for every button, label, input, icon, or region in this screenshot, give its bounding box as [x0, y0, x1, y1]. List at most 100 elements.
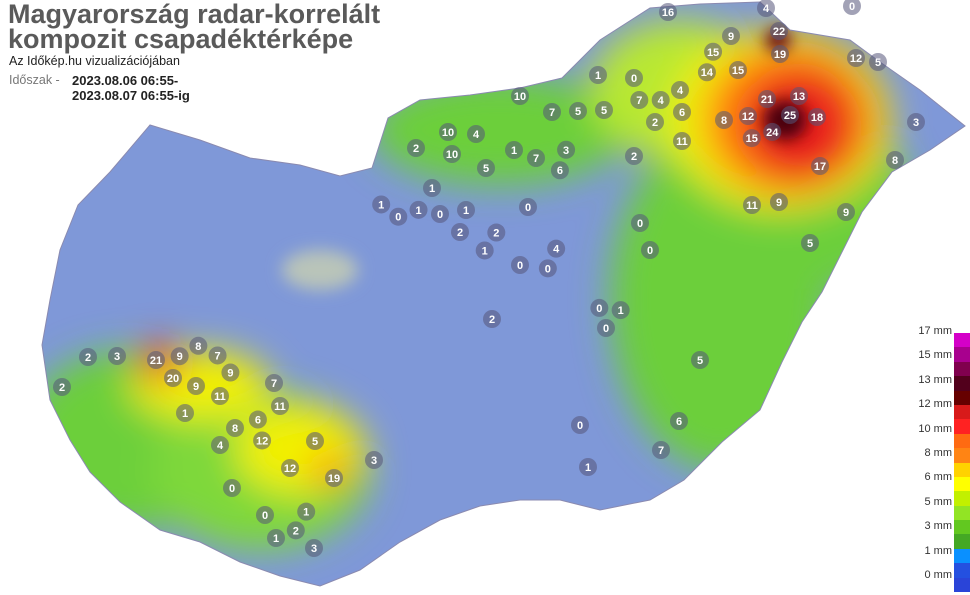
station-marker[interactable]: 13 — [790, 87, 808, 105]
station-marker[interactable]: 12 — [281, 459, 299, 477]
station-marker[interactable]: 16 — [659, 3, 677, 21]
station-marker[interactable]: 1 — [423, 179, 441, 197]
station-marker[interactable]: 8 — [886, 151, 904, 169]
station-marker[interactable]: 1 — [579, 458, 597, 476]
station-marker[interactable]: 0 — [519, 198, 537, 216]
station-marker[interactable]: 6 — [673, 103, 691, 121]
station-marker[interactable]: 7 — [527, 149, 545, 167]
station-marker[interactable]: 7 — [265, 374, 283, 392]
station-marker[interactable]: 1 — [267, 529, 285, 547]
station-marker[interactable]: 0 — [843, 0, 861, 15]
station-marker[interactable]: 21 — [758, 90, 776, 108]
station-marker[interactable]: 0 — [641, 241, 659, 259]
station-marker[interactable]: 5 — [869, 53, 887, 71]
station-marker[interactable]: 8 — [226, 419, 244, 437]
station-marker[interactable]: 0 — [431, 205, 449, 223]
station-marker[interactable]: 5 — [691, 351, 709, 369]
station-marker[interactable]: 0 — [597, 319, 615, 337]
station-marker[interactable]: 2 — [451, 223, 469, 241]
station-marker[interactable]: 11 — [743, 196, 761, 214]
station-marker[interactable]: 0 — [256, 506, 274, 524]
station-marker[interactable]: 7 — [208, 346, 227, 365]
station-marker[interactable]: 5 — [306, 432, 324, 450]
station-marker[interactable]: 6 — [670, 412, 688, 430]
station-marker[interactable]: 0 — [625, 69, 643, 87]
station-marker[interactable]: 1 — [409, 200, 428, 219]
station-marker[interactable]: 9 — [187, 377, 205, 395]
station-marker[interactable]: 15 — [704, 42, 723, 61]
station-marker[interactable]: 17 — [811, 157, 829, 175]
station-marker[interactable]: 11 — [271, 397, 289, 415]
station-marker[interactable]: 2 — [407, 139, 425, 157]
station-marker[interactable]: 4 — [757, 0, 775, 17]
station-marker[interactable]: 8 — [189, 336, 208, 355]
station-marker[interactable]: 8 — [715, 111, 733, 129]
station-marker[interactable]: 2 — [286, 521, 305, 540]
station-marker[interactable]: 3 — [557, 140, 576, 159]
station-marker[interactable]: 12 — [847, 49, 865, 67]
station-marker[interactable]: 0 — [571, 416, 589, 434]
station-marker[interactable]: 10 — [443, 145, 461, 163]
station-marker[interactable]: 21 — [147, 351, 165, 369]
station-marker[interactable]: 4 — [671, 81, 689, 99]
station-marker[interactable]: 2 — [483, 310, 501, 328]
station-marker[interactable]: 19 — [771, 45, 789, 63]
station-marker[interactable]: 4 — [467, 125, 485, 143]
station-marker[interactable]: 1 — [611, 301, 630, 320]
station-marker[interactable]: 24 — [763, 122, 782, 141]
station-marker[interactable]: 4 — [651, 91, 670, 109]
station-marker[interactable]: 7 — [630, 91, 649, 109]
station-marker[interactable]: 0 — [511, 256, 529, 274]
station-marker[interactable]: 0 — [631, 214, 649, 232]
station-marker[interactable]: 2 — [487, 223, 506, 242]
station-marker[interactable]: 18 — [808, 108, 826, 126]
station-marker[interactable]: 3 — [907, 113, 925, 131]
station-marker[interactable]: 7 — [652, 441, 670, 459]
station-marker[interactable]: 11 — [673, 132, 691, 150]
station-marker[interactable]: 7 — [543, 103, 561, 121]
station-marker[interactable]: 6 — [550, 161, 569, 180]
station-marker[interactable]: 19 — [325, 469, 343, 487]
station-marker[interactable]: 12 — [739, 107, 757, 125]
station-marker[interactable]: 1 — [297, 502, 316, 521]
station-marker[interactable]: 4 — [211, 436, 229, 454]
station-marker[interactable]: 4 — [547, 239, 566, 258]
station-marker[interactable]: 1 — [589, 66, 607, 84]
station-marker[interactable]: 15 — [742, 129, 761, 148]
station-marker[interactable]: 2 — [53, 378, 71, 396]
station-marker[interactable]: 5 — [801, 234, 819, 252]
station-marker[interactable]: 10 — [439, 123, 457, 141]
station-marker[interactable]: 6 — [248, 410, 267, 429]
station-marker[interactable]: 1 — [457, 201, 475, 219]
station-marker[interactable]: 3 — [108, 347, 126, 365]
station-marker[interactable]: 25 — [781, 106, 799, 124]
station-marker[interactable]: 3 — [365, 451, 383, 469]
station-marker[interactable]: 10 — [511, 87, 529, 105]
station-marker[interactable]: 2 — [625, 147, 643, 165]
station-marker[interactable]: 9 — [722, 27, 740, 45]
station-marker[interactable]: 2 — [79, 348, 97, 366]
station-marker[interactable]: 0 — [538, 259, 557, 278]
station-marker[interactable]: 15 — [729, 61, 747, 79]
station-marker[interactable]: 9 — [770, 193, 788, 211]
station-marker[interactable]: 9 — [837, 203, 855, 221]
station-marker[interactable]: 5 — [477, 159, 495, 177]
station-marker[interactable]: 20 — [164, 369, 182, 387]
station-marker[interactable]: 9 — [221, 363, 240, 382]
station-marker[interactable]: 1 — [475, 241, 494, 260]
station-marker[interactable]: 9 — [170, 347, 189, 366]
station-marker[interactable]: 5 — [595, 101, 613, 119]
station-marker[interactable]: 0 — [223, 479, 241, 497]
station-marker[interactable]: 2 — [646, 113, 664, 131]
station-marker[interactable]: 0 — [389, 207, 408, 226]
station-marker[interactable]: 11 — [211, 387, 229, 405]
station-marker[interactable]: 12 — [253, 431, 272, 450]
station-marker[interactable]: 3 — [305, 539, 323, 557]
station-marker[interactable]: 0 — [590, 298, 609, 317]
station-marker[interactable]: 14 — [697, 63, 716, 82]
station-marker[interactable]: 22 — [770, 22, 788, 40]
station-marker[interactable]: 1 — [176, 404, 194, 422]
station-marker[interactable]: 1 — [372, 195, 391, 214]
station-marker[interactable]: 5 — [569, 102, 587, 120]
